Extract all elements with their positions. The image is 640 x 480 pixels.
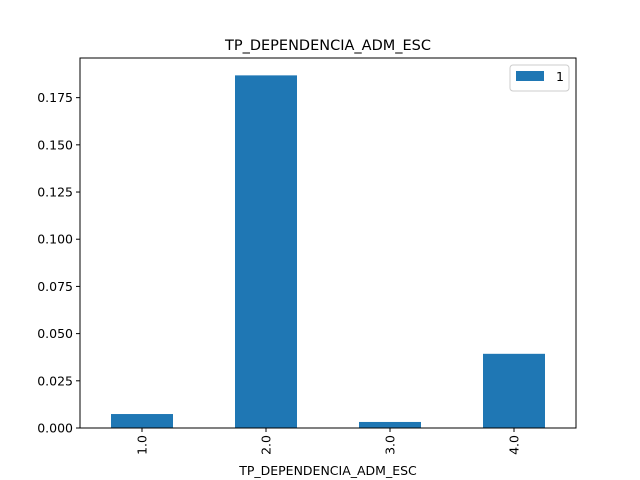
bar-2.0 (235, 75, 297, 429)
legend: 1 (509, 64, 570, 92)
x-tick-label: 4.0 (507, 435, 522, 455)
y-tick-label: 0.050 (37, 326, 73, 341)
y-axis: 0.000 0.025 0.050 0.075 0.100 0.125 0.150 0.175 (37, 90, 80, 436)
y-tick-label: 0.175 (37, 90, 73, 105)
bar-4.0 (483, 353, 545, 428)
x-tick-label: 2.0 (259, 435, 274, 455)
y-tick-label: 0.150 (37, 137, 73, 152)
x-axis-label: TP_DEPENDENCIA_ADM_ESC (238, 463, 417, 478)
y-tick-label: 0.075 (37, 279, 73, 294)
x-axis: 1.0 2.0 3.0 4.0 (135, 428, 522, 455)
y-tick-label: 0.125 (37, 185, 73, 200)
y-tick-label: 0.025 (37, 373, 73, 388)
x-tick-label: 3.0 (383, 435, 398, 455)
y-tick-label: 0.000 (37, 421, 73, 436)
x-tick-label: 1.0 (135, 435, 150, 455)
y-tick-label: 0.100 (37, 232, 73, 247)
plot-area-frame (79, 57, 577, 429)
legend-swatch (516, 71, 544, 81)
bars-group (111, 75, 545, 429)
legend-label: 1 (556, 69, 564, 84)
chart-title: TP_DEPENDENCIA_ADM_ESC (224, 38, 431, 54)
bar-3.0 (359, 421, 421, 428)
bar-1.0 (111, 414, 173, 428)
